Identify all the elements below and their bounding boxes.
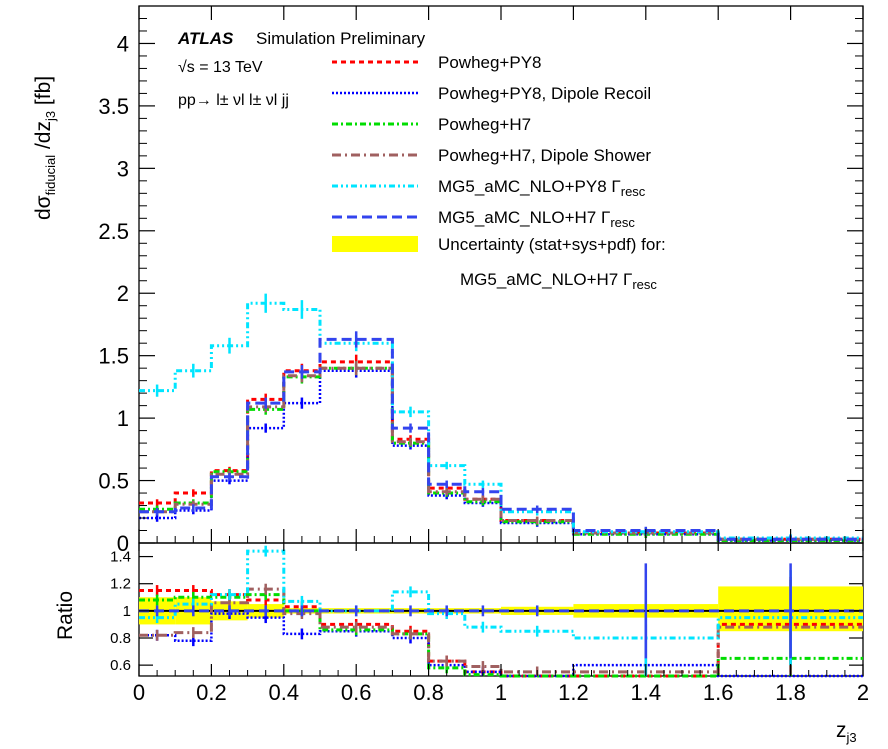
legend-label-mg5-amc-nlo-py8-resc: MG5_aMC_NLO+PY8 Γresc (438, 177, 646, 199)
x-tick-label: 0.6 (341, 680, 372, 705)
ratio-y-axis-label: Ratio (54, 591, 77, 640)
y-tick-label: 0 (117, 531, 129, 556)
series-line-mg5-amc-nlo-h7-resc (139, 337, 863, 541)
x-tick-label: 1.6 (703, 680, 734, 705)
y-tick-label: 2 (117, 281, 129, 306)
ratio-line-powheg-h7-dipole-shower (139, 587, 863, 674)
y-tick-label: 3.5 (98, 94, 129, 119)
legend-label-powheg-py8-dipole-recoil: Powheg+PY8, Dipole Recoil (438, 84, 651, 103)
x-tick-label: 0.4 (269, 680, 300, 705)
main-y-axis-label: dσfiducial /dzj3 [fb] (32, 76, 58, 220)
legend-swatch-uncertainty (332, 236, 418, 252)
x-axis-label: zj3 (836, 719, 857, 745)
x-tick-label: 1 (495, 680, 507, 705)
process-label: pp→ l± νl l± νl jj (178, 92, 289, 109)
legend-label-powheg-h7: Powheg+H7 (438, 115, 531, 134)
y-tick-label: 1.5 (98, 344, 129, 369)
ratio-tick-label: 0.6 (110, 657, 131, 674)
ratio-tick-label: 0.8 (110, 630, 131, 647)
ratio-line-mg5-amc-nlo-py8-resc (139, 549, 863, 640)
energy-label: √s = 13 TeV (178, 59, 263, 76)
legend-label-powheg-py8: Powheg+PY8 (438, 53, 542, 72)
ratio-tick-label: 1.4 (110, 549, 131, 566)
ratio-tick-label: 1.2 (110, 576, 131, 593)
legend-label-powheg-h7-dipole-shower: Powheg+H7, Dipole Shower (438, 146, 651, 165)
legend-label-uncertainty-line2: MG5_aMC_NLO+H7 Γresc (460, 270, 657, 292)
x-tick-label: 0 (133, 680, 145, 705)
legend-label-uncertainty: Uncertainty (stat+sys+pdf) for: (438, 235, 666, 254)
x-tick-label: 0.2 (196, 680, 227, 705)
legend-label-mg5-amc-nlo-h7-resc: MG5_aMC_NLO+H7 Γresc (438, 208, 635, 230)
y-tick-label: 1 (117, 406, 129, 431)
atlas-label: ATLAS (177, 29, 234, 48)
y-tick-label: 4 (117, 31, 129, 56)
y-tick-label: 3 (117, 156, 129, 181)
atlas-subtitle: Simulation Preliminary (256, 29, 426, 48)
ratio-tick-label: 1 (123, 603, 131, 620)
x-tick-label: 2 (857, 680, 869, 705)
y-tick-label: 0.5 (98, 469, 129, 494)
x-tick-label: 0.8 (413, 680, 444, 705)
x-tick-label: 1.2 (558, 680, 589, 705)
x-tick-label: 1.4 (631, 680, 662, 705)
y-tick-label: 2.5 (98, 219, 129, 244)
x-tick-label: 1.8 (775, 680, 806, 705)
